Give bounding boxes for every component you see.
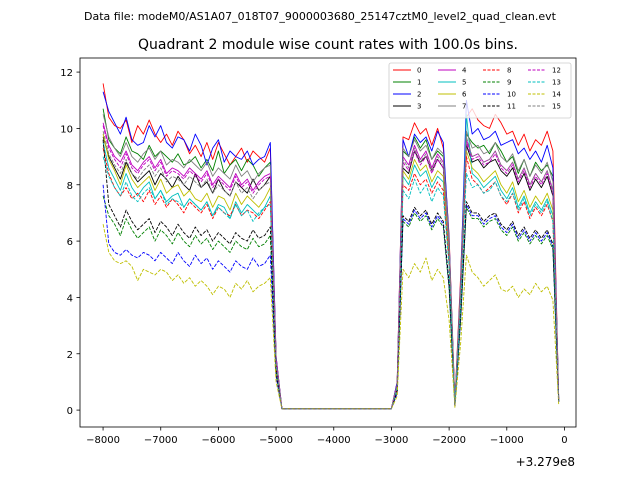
legend-label-4: 4 [462, 67, 467, 75]
x-offset-label: +3.279e8 [516, 455, 575, 469]
legend-label-7: 7 [462, 103, 466, 111]
y-tick-label: 10 [60, 124, 73, 135]
plot-area [79, 57, 577, 428]
x-axis: −8000 −7000 −6000 −5000 −4000 −3000 −2000 −1000… [86, 427, 568, 446]
legend-label-1: 1 [417, 79, 421, 87]
legend-label-13: 13 [552, 79, 561, 87]
legend-label-11: 11 [507, 103, 516, 111]
x-tick-label: 0 [561, 435, 567, 446]
y-tick-label: 2 [67, 350, 73, 361]
legend-label-3: 3 [417, 103, 421, 111]
legend-frame [388, 62, 572, 119]
series-line-15 [102, 131, 560, 410]
y-tick-label: 8 [67, 181, 73, 192]
legend-label-15: 15 [552, 103, 561, 111]
legend-label-12: 12 [552, 67, 561, 75]
y-tick-label: 6 [67, 237, 73, 248]
y-tick-label: 4 [67, 293, 73, 304]
y-tick-label: 0 [67, 406, 73, 417]
axes-frame [79, 57, 577, 428]
legend-label-10: 10 [507, 91, 516, 99]
legend-label-8: 8 [507, 67, 511, 75]
x-tick-label: −3000 [375, 435, 409, 446]
legend-label-6: 6 [462, 91, 467, 99]
x-tick-label: −5000 [259, 435, 293, 446]
chart-title: Quadrant 2 module wise count rates with … [138, 37, 518, 53]
x-tick-label: −4000 [317, 435, 351, 446]
figure-suptitle: Data file: modeM0/AS1A07_018T07_90000036… [84, 10, 557, 23]
series-layer [102, 83, 560, 410]
legend-label-0: 0 [417, 67, 421, 75]
legend-label-2: 2 [417, 91, 421, 99]
legend-label-5: 5 [462, 79, 466, 87]
x-tick-label: −8000 [86, 435, 120, 446]
x-tick-label: −6000 [202, 435, 236, 446]
x-tick-label: −7000 [144, 435, 178, 446]
legend-label-9: 9 [507, 79, 511, 87]
legend-label-14: 14 [552, 91, 561, 99]
x-tick-label: −2000 [432, 435, 466, 446]
x-tick-label: −1000 [490, 435, 524, 446]
y-axis: 0 2 4 6 8 10 12 [60, 68, 80, 417]
y-tick-label: 12 [60, 68, 73, 79]
